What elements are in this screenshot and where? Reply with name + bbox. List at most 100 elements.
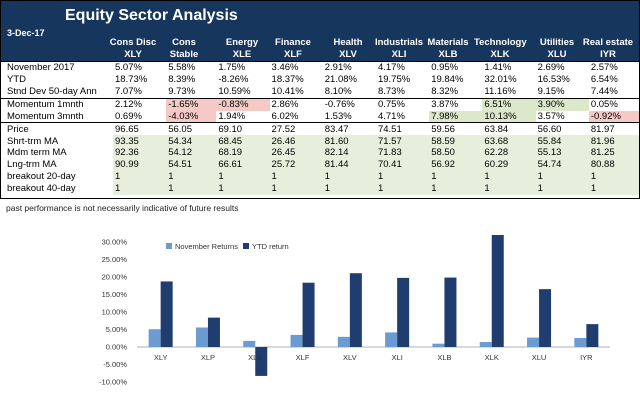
table-header: Equity Sector Analysis 3-Dec-17 Cons Dis… [1, 1, 639, 72]
bar-november-xlk [479, 342, 492, 347]
table-cell: 1 [216, 171, 270, 183]
x-tick-label: XLF [296, 353, 310, 362]
column-name: Materials [427, 37, 469, 48]
table-cell: -0.83% [216, 97, 270, 111]
y-tick-label: 10.00% [102, 308, 128, 317]
bar-november-xlb [432, 343, 445, 347]
column-name: Technology [474, 37, 527, 48]
y-tick-label: 15.00% [102, 290, 128, 299]
table-cell: 71.57 [375, 135, 430, 148]
table-cell: 2.86% [269, 97, 323, 111]
table-cell: 0.95% [429, 60, 483, 74]
column-header-xlv: Health XLV [322, 37, 374, 61]
column-ticker: XLY [124, 49, 142, 60]
table-cell: 1.75% [216, 60, 270, 74]
column-header-xlk: Technology XLK [474, 37, 527, 61]
legend-swatch [243, 243, 249, 249]
y-tick-label: 0.00% [106, 343, 128, 352]
table-cell: 63.84 [482, 122, 536, 136]
table-cell: 1 [113, 182, 167, 195]
table-cell: 1.94% [218, 110, 246, 122]
column-name: Utilities [539, 37, 575, 48]
table-cell: 19.75% [377, 74, 411, 86]
table-cell: 1 [322, 182, 376, 195]
table-cell: 83.47 [322, 122, 376, 136]
table-cell: 6.02% [271, 110, 299, 122]
table-cell: 26.46 [269, 135, 323, 148]
bar-ytd-iyr [586, 324, 599, 347]
table-cell: 8.73% [377, 86, 405, 98]
bar-november-xlf [290, 334, 303, 347]
table-cell: 9.15% [537, 86, 565, 98]
y-tick-label: 20.00% [102, 273, 128, 282]
column-name: Cons Disc [109, 37, 157, 48]
table-cell: 1 [482, 171, 536, 183]
table-cell: 56.60 [535, 122, 589, 136]
table-cell: 3.46% [269, 60, 323, 74]
column-ticker: XLB [438, 49, 458, 60]
table-cell: 55.13 [535, 147, 589, 160]
table-cell: 1 [216, 182, 270, 195]
table-cell: -0.76% [322, 97, 376, 111]
y-tick-label: 30.00% [102, 238, 128, 247]
table-cell: 0.75% [375, 97, 430, 111]
bar-november-xlp [195, 327, 208, 347]
bar-ytd-xlk [491, 234, 504, 347]
disclaimer-note: past performance is not necessarily indi… [6, 203, 239, 213]
table-cell: 18.73% [115, 74, 148, 86]
table-cell: -1.65% [166, 97, 217, 111]
table-cell: 10.13% [482, 110, 536, 123]
table-cell: 7.07% [115, 86, 142, 98]
table-cell: -4.03% [166, 110, 217, 123]
returns-bar-chart: 30.00% 25.00% 20.00% 15.00% 10.00% 5.00% 0.00%… [99, 234, 610, 387]
table-row: Momentum 3mnth 0.69% -4.03% 1.94% 6.02% 1.53%… [1, 110, 639, 123]
x-tick-label: XLB [437, 353, 451, 362]
legend-label: November Returns [175, 242, 238, 251]
row-label: Shrt-trm MA [7, 135, 59, 147]
bar-november-xlv [337, 336, 350, 347]
x-tick-label: XLP [201, 353, 215, 362]
table-row: YTD 18.73% 8.39% -8.26% 18.37% 21.08% 19.75% 19… [1, 74, 639, 86]
table-row: Stnd Dev 50-day Ann 7.07% 9.73% 10.59% 10.41… [1, 86, 639, 98]
y-tick-label: -5.00% [103, 360, 127, 369]
table-cell: 81.97 [588, 122, 639, 136]
report-date: 3-Dec-17 [7, 28, 45, 38]
column-ticker: IYR [600, 49, 616, 60]
column-ticker: XLE [232, 49, 252, 60]
table-cell: 71.83 [375, 147, 430, 160]
bar-ytd-xly [160, 281, 173, 347]
row-label: Lng-trm MA [7, 159, 57, 171]
column-ticker: XLI [391, 49, 407, 60]
column-header-xly: Cons Disc XLY [107, 37, 159, 61]
legend-swatch [166, 243, 172, 249]
table-cell: 56.92 [429, 159, 483, 172]
table-cell: 81.44 [322, 159, 376, 172]
table-cell: 1 [482, 182, 536, 195]
bar-november-xle [243, 340, 256, 347]
y-tick-label: 5.00% [106, 325, 128, 334]
column-header-xlb: Materials XLB [422, 37, 474, 61]
table-cell: 7.98% [429, 110, 483, 123]
y-tick-label: 25.00% [102, 255, 128, 264]
bar-ytd-xlf [302, 282, 315, 347]
row-label: Momentum 3mnth [7, 110, 84, 122]
table-row: breakout 40-day 1 1 1 1 1 1 1 1 1 1 [1, 182, 639, 195]
table-cell: 68.45 [216, 135, 270, 148]
table-cell: 0.05% [588, 97, 639, 111]
table-cell: 1 [113, 171, 167, 183]
row-label: Mdm term MA [7, 147, 67, 159]
table-cell: 7.44% [590, 86, 618, 98]
bar-ytd-xlu [539, 289, 552, 347]
column-ticker: XLU [547, 49, 567, 60]
sector-table: Equity Sector Analysis 3-Dec-17 Cons Dis… [0, 0, 640, 199]
table-cell: 63.68 [482, 135, 536, 148]
table-row: Lng-trm MA 90.99 54.51 66.61 25.72 81.44 70.41… [1, 159, 639, 172]
column-header-xli: Industrials XLI [373, 37, 425, 61]
table-cell: 1 [322, 171, 376, 183]
x-tick-label: XLE [248, 353, 262, 362]
table-cell: 80.88 [588, 159, 639, 172]
table-row: November 2017 5.07% 5.58% 1.75% 3.46% 2.91% 4.… [1, 60, 639, 74]
table-cell: 82.14 [322, 147, 376, 160]
column-header-iyr: Real estate IYR [582, 37, 634, 61]
page-title: Equity Sector Analysis [65, 7, 238, 24]
